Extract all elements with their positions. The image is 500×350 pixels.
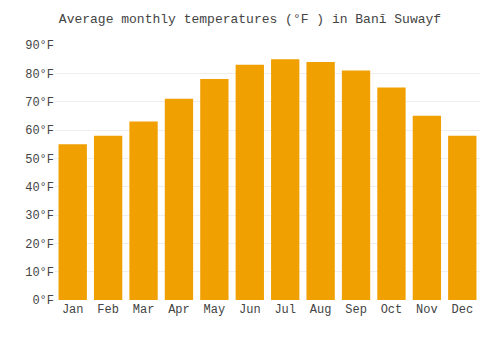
- svg-text:Jun: Jun: [239, 303, 261, 317]
- svg-text:Mar: Mar: [133, 303, 155, 317]
- svg-text:Dec: Dec: [451, 303, 473, 317]
- svg-text:Average monthly temperatures (: Average monthly temperatures (°F ) in Ba…: [59, 12, 441, 27]
- svg-text:Nov: Nov: [416, 303, 438, 317]
- svg-text:Feb: Feb: [97, 303, 119, 317]
- svg-text:30°F: 30°F: [25, 209, 54, 223]
- svg-text:50°F: 50°F: [25, 153, 54, 167]
- svg-text:10°F: 10°F: [25, 266, 54, 280]
- svg-text:40°F: 40°F: [25, 181, 54, 195]
- svg-text:90°F: 90°F: [25, 39, 54, 53]
- svg-text:Apr: Apr: [168, 303, 190, 317]
- svg-text:80°F: 80°F: [25, 68, 54, 82]
- svg-text:Aug: Aug: [310, 303, 332, 317]
- svg-text:Jan: Jan: [62, 303, 84, 317]
- svg-text:May: May: [204, 303, 226, 317]
- svg-text:Jul: Jul: [274, 303, 296, 317]
- svg-text:60°F: 60°F: [25, 124, 54, 138]
- svg-text:20°F: 20°F: [25, 238, 54, 252]
- svg-text:70°F: 70°F: [25, 96, 54, 110]
- svg-text:0°F: 0°F: [32, 294, 54, 308]
- svg-text:Sep: Sep: [345, 303, 367, 317]
- svg-text:Oct: Oct: [381, 303, 403, 317]
